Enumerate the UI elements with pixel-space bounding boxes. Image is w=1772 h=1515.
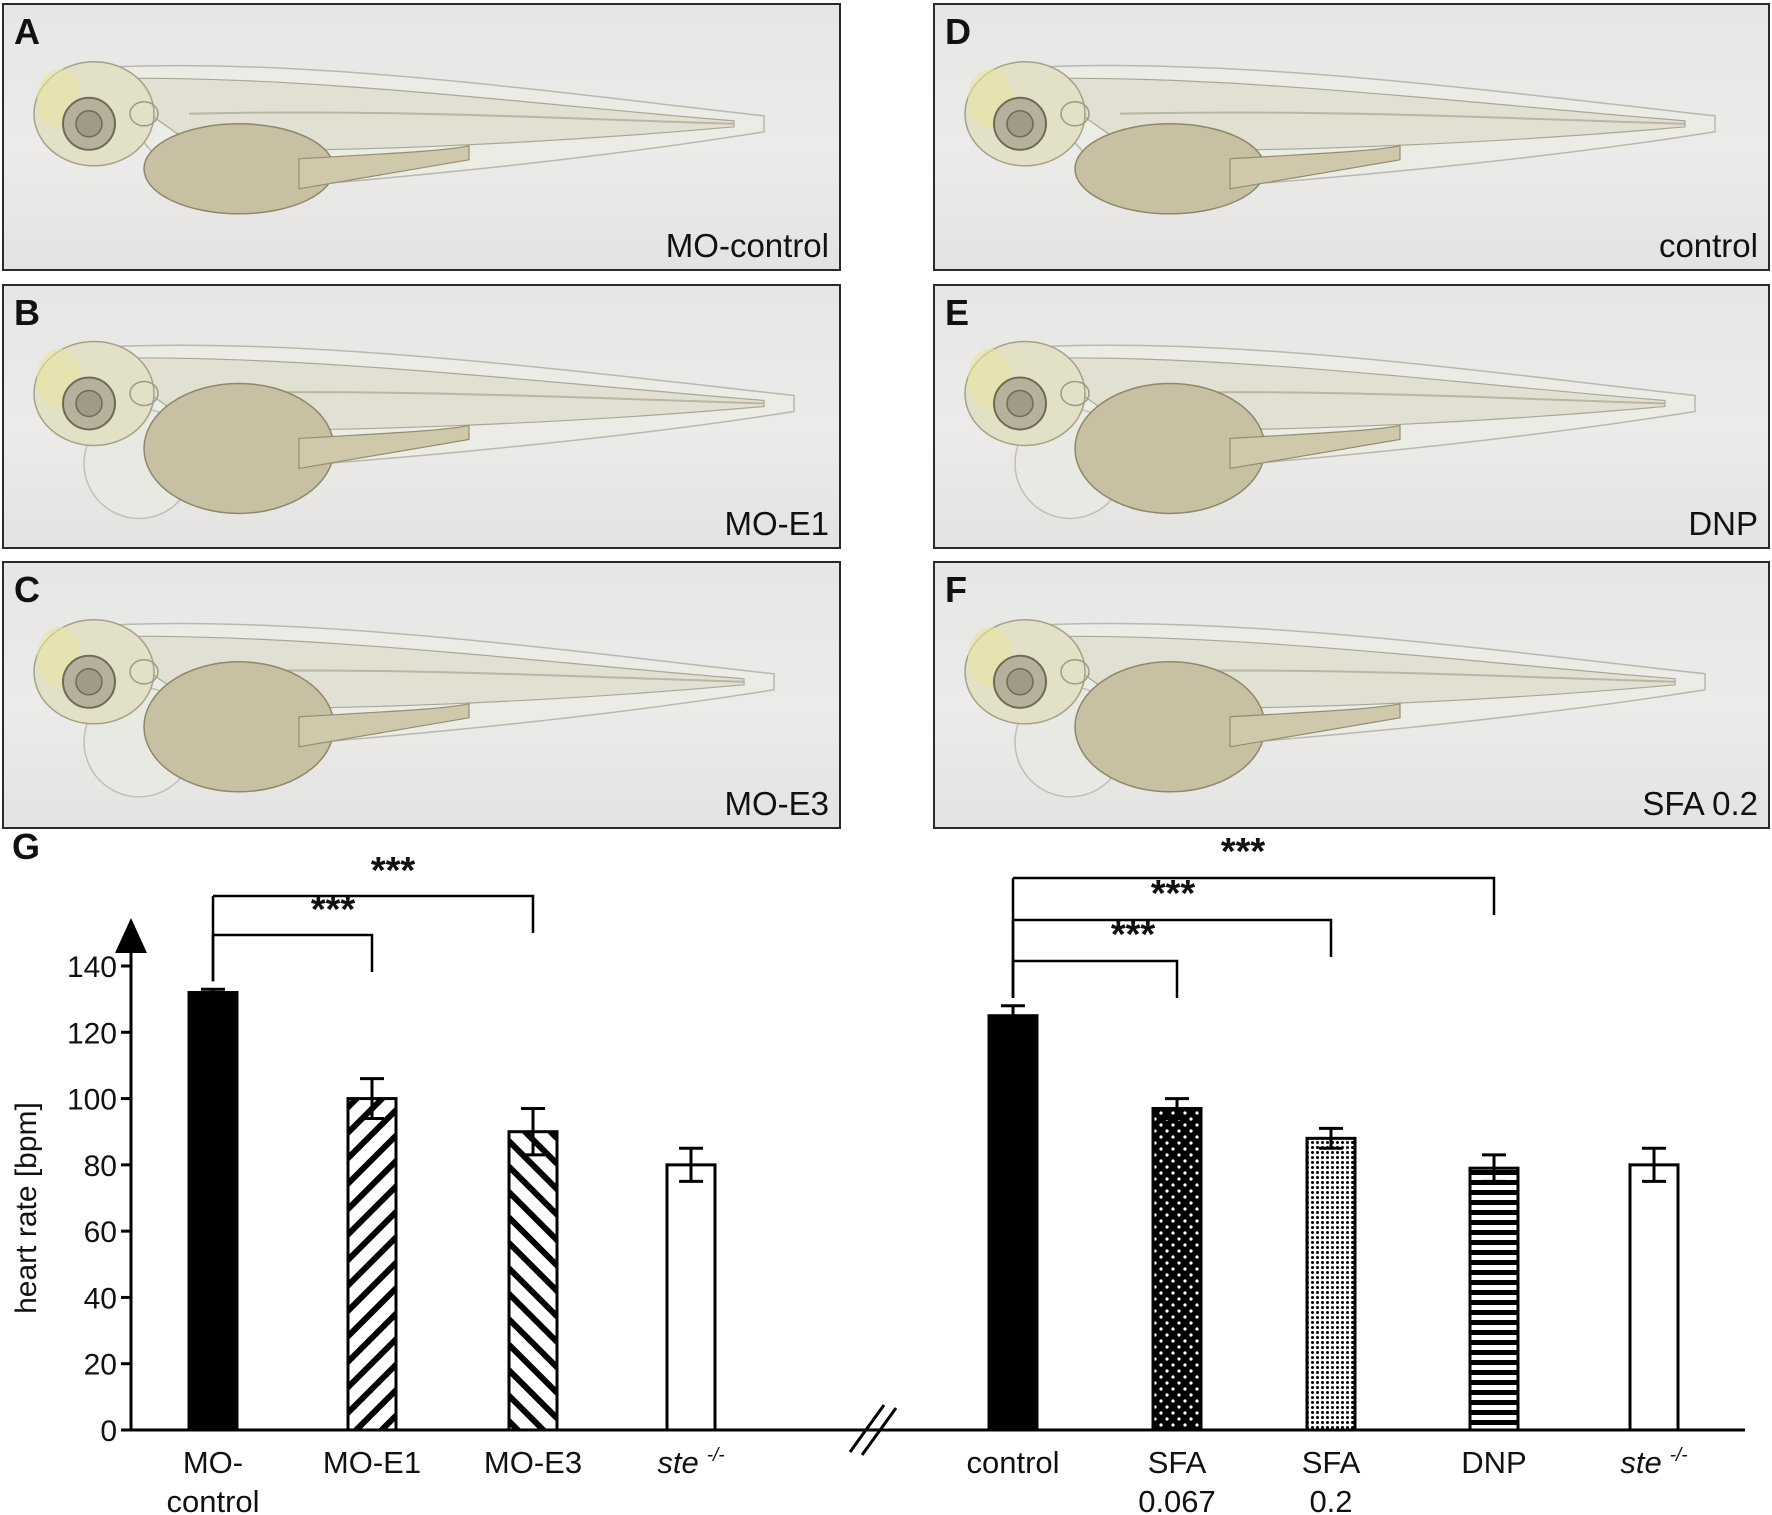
significance-label: *** [1221,831,1266,873]
zebrafish-larva-image [964,340,1696,520]
panel-d: D control [933,3,1770,271]
x-tick-label: ste -/- [1620,1445,1687,1480]
y-tick-label: 140 [67,951,117,984]
zebrafish-larva-image [964,619,1706,798]
zebrafish-larva-image [33,61,765,215]
y-tick-label: 100 [67,1084,117,1117]
zebrafish-larva-image [33,340,795,520]
significance-bracket [213,933,374,972]
bar-ste- [1628,1163,1680,1432]
y-tick-label: 20 [84,1349,117,1382]
significance-label: *** [1151,873,1196,915]
panel-label: MO-control [665,227,829,264]
chart-panel-letter: G [12,826,41,867]
x-tick-label-line2: 0.067 [1138,1484,1216,1515]
x-tick-label: SFA [1302,1445,1361,1480]
x-tick-label-line2: control [166,1484,259,1515]
bar-dnp [1468,1166,1520,1432]
bar-sfa-0-067 [1151,1107,1203,1432]
panel-letter: A [14,11,40,52]
panel-label: DNP [1688,505,1758,542]
zebrafish-larva-image [33,619,775,798]
x-tick-label: MO-E1 [323,1445,421,1480]
axis-break-mark [860,1407,898,1456]
significance-label: *** [371,850,416,892]
significance-bracket [213,894,535,933]
y-axis-label: heart rate [bpm] [10,1102,43,1314]
panel-label: MO-E1 [724,505,829,542]
panel-f: F SFA 0.2 [933,561,1770,829]
significance-bracket [1013,876,1496,915]
panel-c: C MO-E3 [2,561,841,829]
significance-bracket [1013,959,1179,998]
panel-b: B MO-E1 [2,284,841,549]
y-tick-label: 120 [67,1017,117,1050]
axis-break-mark [848,1404,886,1453]
x-tick-label: ste -/- [657,1445,724,1480]
x-tick-label: MO-E3 [484,1445,582,1480]
panel-label: MO-E3 [724,785,829,822]
significance-bracket [1013,918,1333,957]
panel-letter: F [945,569,967,610]
panel-letter: B [14,292,40,333]
panel-letter: C [14,569,40,610]
y-tick-label: 0 [100,1415,117,1448]
panel-letter: D [945,11,971,52]
panel-e: E DNP [933,284,1770,549]
bar-ste- [665,1163,717,1432]
y-tick-label: 80 [84,1150,117,1183]
y-tick-label: 40 [84,1282,117,1315]
bar-control [987,1014,1039,1432]
x-tick-label: MO- [183,1445,243,1480]
panel-label: control [1658,227,1758,264]
x-tick-label-line2: 0.2 [1309,1484,1352,1515]
panel-letter: E [945,292,970,333]
bar-mo-e1 [346,1097,398,1432]
y-tick-label: 60 [84,1216,117,1249]
bar-mo-e3 [507,1130,559,1432]
zebrafish-larva-image [964,61,1716,215]
panel-label: SFA 0.2 [1642,785,1758,822]
bar-sfa-0-2 [1305,1136,1357,1432]
x-tick-label: DNP [1461,1445,1526,1480]
panel-a: A MO-control [2,3,841,271]
bar-mo-control [187,991,239,1432]
y-axis-arrow [115,918,147,953]
x-tick-label: SFA [1148,1445,1207,1480]
heart-rate-bar-chart: 0 20 40 60 80 100 120 140 heart rate [bpm] MO-con… [10,831,1745,1515]
x-tick-label: control [966,1445,1059,1480]
